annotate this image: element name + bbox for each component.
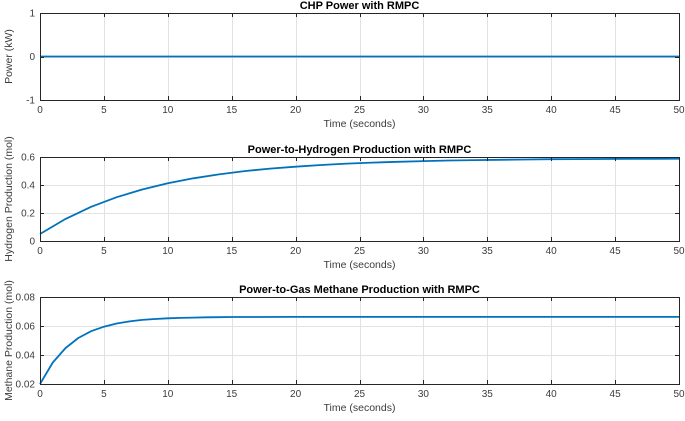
y-tick-labels: -1 0 1 xyxy=(26,9,35,107)
y-tick-labels: 0.02 0.04 0.06 0.08 xyxy=(16,293,36,391)
svg-text:25: 25 xyxy=(354,389,366,400)
data-series-line xyxy=(39,157,680,235)
y-axis-label: Hydrogen Production (mol) xyxy=(3,136,15,261)
x-axis-label: Time (seconds) xyxy=(324,259,396,271)
x-axis-label: Time (seconds) xyxy=(324,402,396,414)
tick-marks xyxy=(40,297,680,385)
svg-text:15: 15 xyxy=(226,105,238,116)
svg-text:15: 15 xyxy=(226,246,238,257)
x-axis-label: Time (seconds) xyxy=(324,118,396,130)
svg-text:10: 10 xyxy=(162,105,174,116)
subplot-methane-production: 0 5 10 15 20 25 30 35 40 45 50 0.02 0.04 0.06 0.08 Powe… xyxy=(0,280,685,421)
hydrogen-production-chart-canvas: 0 5 10 15 20 25 30 35 40 45 50 0 0.2 0.4 0.6 Power-to-H… xyxy=(3,136,685,271)
svg-text:0: 0 xyxy=(29,237,35,248)
svg-text:30: 30 xyxy=(418,246,430,257)
svg-text:35: 35 xyxy=(482,246,494,257)
svg-text:40: 40 xyxy=(546,389,558,400)
svg-text:20: 20 xyxy=(290,389,302,400)
y-axis-label: Power (kW) xyxy=(3,29,15,84)
svg-text:0: 0 xyxy=(37,389,43,400)
tick-marks xyxy=(40,13,680,101)
grid-lines xyxy=(40,297,679,384)
svg-text:50: 50 xyxy=(673,389,685,400)
svg-text:0.2: 0.2 xyxy=(21,209,35,220)
x-tick-labels: 0 5 10 15 20 25 30 35 40 45 50 xyxy=(37,389,685,400)
svg-text:50: 50 xyxy=(673,246,685,257)
svg-text:0: 0 xyxy=(29,52,35,63)
svg-text:25: 25 xyxy=(354,105,366,116)
grid-lines xyxy=(40,157,679,241)
svg-text:5: 5 xyxy=(101,389,107,400)
methane-production-chart-canvas: 0 5 10 15 20 25 30 35 40 45 50 0.02 0.04 0.06 0.08 Powe… xyxy=(3,280,685,414)
chart-title: Power-to-Gas Methane Production with RMP… xyxy=(239,284,480,296)
tick-marks xyxy=(40,157,680,242)
svg-text:20: 20 xyxy=(290,246,302,257)
svg-text:45: 45 xyxy=(610,389,622,400)
y-tick-labels: 0 0.2 0.4 0.6 xyxy=(21,153,35,248)
svg-text:40: 40 xyxy=(546,246,558,257)
svg-text:0.04: 0.04 xyxy=(16,351,36,362)
svg-text:45: 45 xyxy=(610,105,622,116)
svg-text:0.4: 0.4 xyxy=(21,181,35,192)
svg-text:0: 0 xyxy=(37,246,43,257)
svg-text:5: 5 xyxy=(101,246,107,257)
svg-text:40: 40 xyxy=(546,105,558,116)
svg-text:45: 45 xyxy=(610,246,622,257)
svg-text:50: 50 xyxy=(673,105,685,116)
data-series-line xyxy=(39,316,679,385)
chart-title: CHP Power with RMPC xyxy=(300,0,420,12)
svg-text:20: 20 xyxy=(290,105,302,116)
chart-title: Power-to-Hydrogen Production with RMPC xyxy=(248,144,472,156)
x-tick-labels: 0 5 10 15 20 25 30 35 40 45 50 xyxy=(37,105,685,116)
subplot-hydrogen-production: 0 5 10 15 20 25 30 35 40 45 50 0 0.2 0.4 0.6 Power-to-H… xyxy=(0,136,685,280)
svg-text:35: 35 xyxy=(482,389,494,400)
svg-text:25: 25 xyxy=(354,246,366,257)
svg-text:0.08: 0.08 xyxy=(16,293,36,304)
svg-text:0.02: 0.02 xyxy=(16,380,36,391)
svg-text:5: 5 xyxy=(101,105,107,116)
svg-text:10: 10 xyxy=(162,246,174,257)
svg-text:35: 35 xyxy=(482,105,494,116)
subplot-chp-power: 0 5 10 15 20 25 30 35 40 45 50 -1 0 1 CHP Power with R… xyxy=(0,0,685,140)
svg-text:10: 10 xyxy=(162,389,174,400)
svg-text:0.6: 0.6 xyxy=(21,153,35,164)
svg-text:0: 0 xyxy=(37,105,43,116)
x-tick-labels: 0 5 10 15 20 25 30 35 40 45 50 xyxy=(37,246,685,257)
svg-text:1: 1 xyxy=(29,9,35,20)
svg-text:15: 15 xyxy=(226,389,238,400)
svg-text:30: 30 xyxy=(418,389,430,400)
svg-text:0.06: 0.06 xyxy=(16,322,36,333)
y-axis-label: Methane Production (mol) xyxy=(3,280,15,401)
svg-text:-1: -1 xyxy=(26,96,35,107)
svg-text:30: 30 xyxy=(418,105,430,116)
